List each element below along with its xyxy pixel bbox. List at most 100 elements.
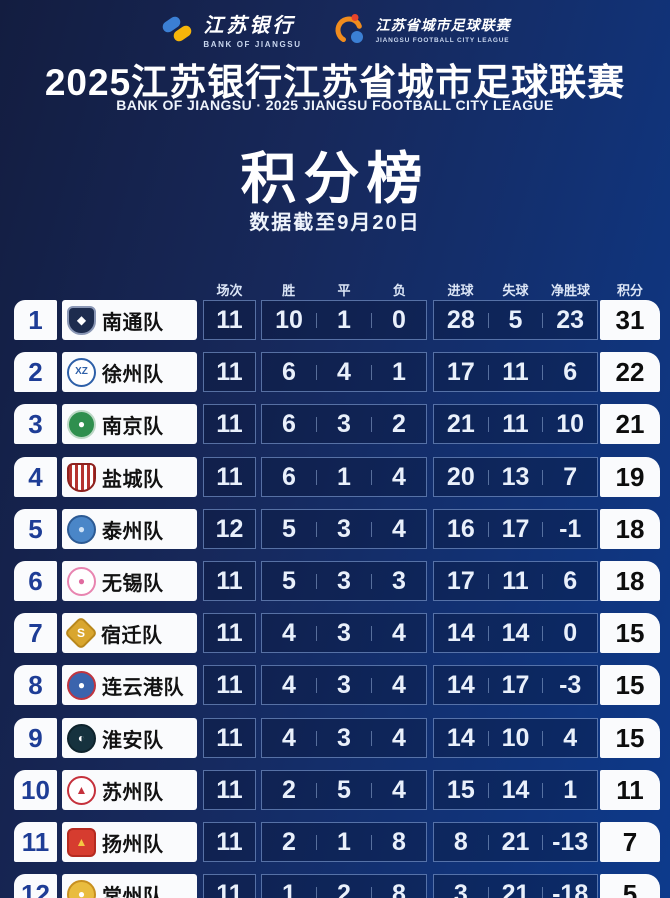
win-value: 5: [282, 566, 296, 595]
ga-value: 21: [501, 879, 530, 898]
gfa-cell: 8 21 -13: [433, 822, 598, 862]
gfa-cell: 14 14 0: [433, 613, 598, 653]
gfa-cell: 28 5 23: [433, 300, 598, 340]
rank-cell: 3: [14, 404, 57, 444]
ga-value: 11: [502, 566, 529, 595]
table-row: 4 盐城队 11 6 1 4 20 13 7 19: [14, 457, 660, 497]
points-cell: 15: [600, 665, 660, 705]
team-badge: ▲: [67, 775, 96, 805]
divider: [371, 364, 372, 380]
points-cell: 31: [600, 300, 660, 340]
points-cell: 11: [600, 770, 660, 810]
divider: [542, 521, 544, 537]
loss-value: 4: [392, 462, 406, 491]
played-cell: 11: [203, 404, 256, 444]
win-value: 10: [275, 305, 303, 334]
rank-cell: 8: [14, 665, 57, 705]
gd-value: -3: [559, 670, 582, 699]
table-row: 5 ● 泰州队 12 5 3 4 16 17 -1 18: [14, 509, 660, 549]
table-row: 11 ▲ 扬州队 11 2 1 8 8 21 -13 7: [14, 822, 660, 862]
col-gf-label: 进球: [447, 283, 474, 298]
divider: [487, 521, 489, 537]
wdl-cell: 2 5 4: [261, 770, 427, 810]
col-draw-label: 平: [337, 283, 351, 298]
draw-value: 4: [337, 357, 351, 386]
win-value: 2: [282, 775, 296, 804]
divider: [542, 730, 544, 746]
gd-value: 6: [563, 566, 578, 595]
team-badge-mark: ◆: [76, 313, 87, 327]
gf-value: 15: [446, 775, 475, 804]
ga-value: 10: [501, 723, 530, 752]
gfa-cell: 14 10 4: [433, 718, 598, 758]
table-row: 2 XZ 徐州队 11 6 4 1 17 11 6 22: [14, 352, 660, 392]
divider: [371, 416, 372, 432]
win-value: 6: [282, 409, 296, 438]
gf-value: 16: [446, 514, 475, 543]
divider: [371, 782, 372, 798]
points-cell: 19: [600, 457, 660, 497]
loss-value: 4: [392, 775, 406, 804]
gd-value: -1: [559, 514, 582, 543]
divider: [542, 782, 544, 798]
wdl-cell: 5 3 4: [261, 509, 427, 549]
wdl-cell: 6 1 4: [261, 457, 427, 497]
team-badge-mark: ●: [77, 522, 86, 536]
table-row: 7 S 宿迁队 11 4 3 4 14 14 0 15: [14, 613, 660, 653]
loss-value: 4: [392, 618, 406, 647]
col-goals-labels: 进球 失球 净胜球: [433, 280, 598, 299]
gfa-cell: 17 11 6: [433, 352, 598, 392]
divider: [487, 677, 489, 693]
draw-value: 1: [337, 462, 351, 491]
divider: [316, 625, 317, 641]
league-logo-text: 江苏省城市足球联赛 JIANGSU FOOTBALL CITY LEAGUE: [376, 15, 511, 44]
played-cell: 11: [203, 352, 256, 392]
gd-value: -18: [552, 879, 589, 898]
divider: [542, 573, 544, 589]
played-cell: 11: [203, 822, 256, 862]
team-badge: ▲: [67, 827, 96, 857]
divider: [542, 886, 544, 898]
gfa-cell: 3 21 -18: [433, 874, 598, 898]
gd-value: 23: [556, 305, 585, 334]
draw-value: 3: [337, 566, 351, 595]
divider: [316, 416, 317, 432]
bank-of-jiangsu-logo: 江苏银行 BANK OF JIANGSU: [159, 9, 301, 49]
divider: [371, 521, 372, 537]
loss-value: 4: [392, 670, 406, 699]
team-badge-mark: XZ: [75, 366, 88, 377]
draw-value: 5: [337, 775, 351, 804]
win-value: 4: [282, 723, 296, 752]
played-cell: 11: [203, 770, 256, 810]
gf-value: 14: [446, 618, 475, 647]
points-cell: 18: [600, 509, 660, 549]
team-name: 泰州队: [102, 520, 164, 543]
wdl-cell: 2 1 8: [261, 822, 427, 862]
win-value: 4: [282, 670, 296, 699]
divider: [316, 312, 317, 328]
team-name: 连云港队: [102, 676, 184, 699]
league-logo-icon: [335, 14, 363, 44]
rank-cell: 10: [14, 770, 57, 810]
rank-cell: 6: [14, 561, 57, 601]
wdl-cell: 4 3 4: [261, 613, 427, 653]
divider: [371, 886, 372, 898]
played-cell: 11: [203, 300, 256, 340]
team-name: 南京队: [102, 415, 164, 438]
divider: [316, 521, 317, 537]
gf-value: 20: [446, 462, 475, 491]
draw-value: 3: [337, 670, 351, 699]
team-badge: XZ: [67, 357, 96, 387]
page-title: 2025江苏银行江苏省城市足球联赛: [44, 62, 626, 103]
divider: [487, 573, 489, 589]
team-name: 宿迁队: [101, 624, 163, 647]
team-cell: S 宿迁队: [62, 613, 197, 653]
rank-cell: 11: [14, 822, 57, 862]
points-cell: 5: [600, 874, 660, 898]
divider: [316, 834, 317, 850]
divider: [316, 782, 317, 798]
bank-logo-cn: 江苏银行: [203, 13, 296, 37]
gf-value: 14: [446, 670, 475, 699]
loss-value: 8: [392, 879, 406, 898]
